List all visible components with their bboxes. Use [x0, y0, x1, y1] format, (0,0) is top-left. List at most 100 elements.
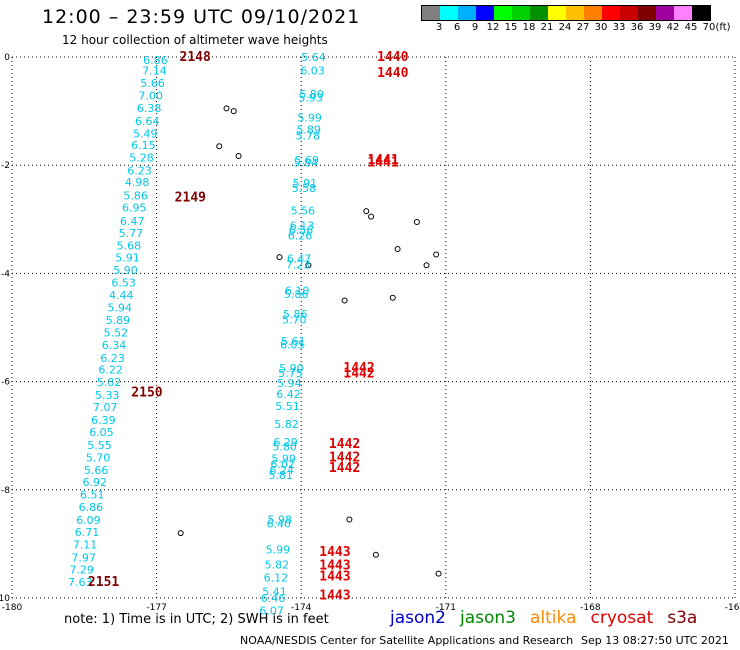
- island-outline: [389, 294, 396, 301]
- swh-label-track-a: 5.49: [133, 127, 158, 140]
- legend-label: 30: [594, 22, 608, 33]
- swh-label-track-a: 6.86: [143, 54, 168, 67]
- swh-label-track-b: 5.61: [281, 335, 306, 348]
- x-tick-label: -168: [580, 603, 601, 613]
- island-outline: [394, 246, 401, 253]
- swh-label-track-a: 6.64: [135, 115, 160, 128]
- legend-label: 33: [612, 22, 626, 33]
- island-outline: [346, 516, 353, 523]
- swh-label-track-a: 6.05: [89, 426, 114, 439]
- swh-label-track-a: 6.15: [131, 139, 156, 152]
- swh-label-track-a: 7.11: [73, 538, 98, 551]
- swh-label-track-b: 5.51: [275, 400, 300, 413]
- page-title: 12:00 – 23:59 UTC 09/10/2021: [42, 6, 361, 28]
- swh-label-track-a: 6.38: [137, 102, 162, 115]
- swh-label-track-a: 5.90: [113, 264, 138, 277]
- swh-label-track-b: 6.02: [270, 458, 295, 471]
- swh-label-track-b: 5.94: [277, 377, 302, 390]
- swh-label-track-b: 5.64: [301, 51, 326, 64]
- legend-label: 42: [666, 22, 680, 33]
- time-label: 2151: [88, 575, 119, 590]
- x-tick-label: -174: [291, 603, 312, 613]
- swh-label-track-b: 5.70: [282, 313, 307, 326]
- time-label: 1442: [329, 450, 360, 465]
- swh-label-track-a: 7.63: [68, 576, 93, 589]
- swh-label-track-a: 6.23: [100, 352, 125, 365]
- legend-label: 45: [684, 22, 698, 33]
- swh-label-track-a: 5.28: [129, 152, 154, 165]
- time-label: 1443: [319, 588, 350, 603]
- legend-label: 21: [540, 22, 554, 33]
- swh-label-track-b: 5.75: [278, 367, 303, 380]
- swh-label-track-a: 7.14: [142, 65, 167, 78]
- legend-swatch: [512, 6, 530, 20]
- swh-label-track-b: 5.99: [266, 543, 291, 556]
- swh-label-track-a: 4.44: [109, 289, 134, 302]
- swh-label-track-a: 6.92: [82, 476, 107, 489]
- swh-label-track-a: 6.39: [91, 414, 116, 427]
- swh-label-track-b: 5.84: [294, 156, 319, 169]
- swh-label-track-a: 5.52: [104, 326, 129, 339]
- swh-label-track-b: 6.24: [269, 464, 294, 477]
- swh-label-track-b: 5.86: [284, 288, 309, 301]
- legend-swatch: [530, 6, 548, 20]
- time-label: 1442: [329, 461, 360, 476]
- island-outline: [363, 208, 370, 215]
- time-label: 1442: [343, 361, 374, 376]
- mission-jason2: jason2: [390, 608, 446, 628]
- swh-label-track-a: 6.23: [127, 165, 152, 178]
- swh-label-track-a: 5.66: [84, 464, 109, 477]
- legend-swatch: [476, 6, 494, 20]
- swh-label-track-b: 5.86: [283, 308, 308, 321]
- time-label: 1441: [367, 155, 398, 170]
- legend-swatch: [692, 6, 710, 20]
- mission-altika: altika: [530, 608, 577, 628]
- color-scale-legend: [421, 5, 711, 21]
- swh-label-track-a: 5.66: [140, 77, 165, 90]
- time-label: 2148: [180, 50, 211, 65]
- mission-jason3: jason3: [460, 608, 516, 628]
- legend-swatch: [494, 6, 512, 20]
- time-label: 1442: [343, 366, 374, 381]
- swh-label-track-b: 5.78: [295, 129, 320, 142]
- swh-label-track-a: 5.68: [117, 239, 142, 252]
- time-label: 1440: [377, 50, 408, 65]
- island-outline: [435, 570, 442, 577]
- swh-label-track-a: 5.94: [108, 301, 133, 314]
- island-outline: [368, 213, 375, 220]
- legend-label: 6: [453, 22, 461, 33]
- swh-label-track-a: 6.22: [98, 364, 123, 377]
- island-outline: [413, 219, 420, 226]
- legend-swatch: [674, 6, 692, 20]
- island-outline: [372, 551, 379, 558]
- swh-label-track-a: 5.82: [97, 376, 122, 389]
- island-outline: [223, 105, 230, 112]
- swh-label-track-a: 6.47: [120, 215, 145, 228]
- swh-label-track-a: 5.33: [95, 389, 120, 402]
- swh-label-track-a: 6.51: [80, 489, 105, 502]
- page-subtitle: 12 hour collection of altimeter wave hei…: [62, 33, 328, 47]
- time-label: 1443: [319, 545, 350, 560]
- swh-label-track-a: 6.34: [102, 339, 127, 352]
- swh-label-track-b: 6.26: [288, 230, 313, 243]
- swh-label-track-b: 6.07: [259, 604, 284, 617]
- legend-label: 12: [486, 22, 500, 33]
- swh-label-track-a: 6.86: [79, 501, 104, 514]
- y-tick-label: -2: [1, 161, 10, 171]
- mission-cryosat: cryosat: [590, 608, 654, 628]
- legend-label: 70: [702, 22, 716, 33]
- swh-label-track-b: 5.81: [269, 469, 294, 482]
- mission-legend: jason2 jason3 altika cryosat s3a: [390, 608, 711, 628]
- swh-label-track-b: 5.90: [279, 362, 304, 375]
- swh-label-track-b: 6.13: [290, 219, 315, 232]
- swh-label-track-a: 6.09: [76, 514, 101, 527]
- time-label: 2150: [131, 385, 162, 400]
- island-outline: [341, 297, 348, 304]
- swh-label-track-b: 6.10: [285, 285, 310, 298]
- legend-label: 18: [522, 22, 536, 33]
- swh-label-track-b: 6.05: [280, 338, 305, 351]
- time-label: 1443: [319, 559, 350, 574]
- swh-label-track-b: 6.42: [276, 388, 301, 401]
- legend-label: 3: [435, 22, 443, 33]
